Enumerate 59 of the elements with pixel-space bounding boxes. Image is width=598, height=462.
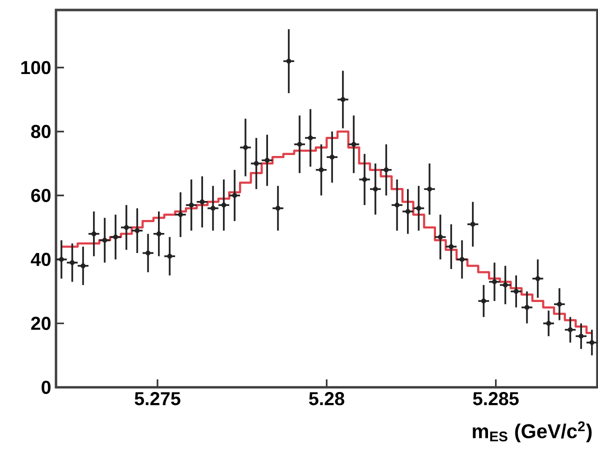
- point: [200, 199, 205, 204]
- point: [438, 234, 443, 240]
- point: [448, 244, 454, 250]
- y-tick-label: 0: [42, 380, 51, 394]
- x-axis-title: m$_{ES}$ (GeV/c$^{2}$): [472, 421, 592, 442]
- point: [91, 231, 96, 236]
- y-tick-label: 60: [31, 188, 51, 202]
- point: [427, 186, 432, 192]
- point: [514, 288, 519, 294]
- point: [243, 145, 248, 150]
- y-tick-label: 80: [31, 124, 51, 138]
- point: [502, 282, 508, 288]
- x-tick-label: 5.285: [473, 392, 519, 406]
- point: [254, 161, 259, 166]
- point: [318, 167, 324, 172]
- point: [70, 260, 75, 266]
- point: [210, 206, 216, 211]
- point: [546, 320, 552, 326]
- y-tick-label: 20: [31, 316, 51, 330]
- y-tick-label: 100: [21, 60, 51, 74]
- point: [384, 167, 389, 172]
- point: [275, 206, 280, 211]
- point: [362, 177, 368, 182]
- point: [146, 250, 150, 256]
- point: [492, 279, 497, 284]
- point: [167, 254, 172, 259]
- point: [330, 154, 335, 160]
- point: [297, 142, 302, 147]
- point: [470, 222, 476, 227]
- y-tick-label: 40: [30, 252, 51, 266]
- point: [124, 224, 129, 230]
- point: [394, 202, 400, 208]
- point: [188, 202, 194, 208]
- point: [221, 202, 226, 208]
- point: [308, 135, 313, 140]
- point: [405, 208, 410, 214]
- x-tick-label: 5.28: [309, 392, 344, 406]
- point: [416, 206, 422, 211]
- point: [80, 263, 86, 268]
- point: [113, 234, 118, 240]
- point: [58, 256, 64, 262]
- point: [556, 302, 562, 307]
- point: [156, 231, 162, 236]
- point: [578, 334, 584, 339]
- point: [524, 304, 530, 310]
- point: [481, 298, 486, 304]
- point: [264, 158, 270, 163]
- point: [372, 186, 378, 192]
- point: [351, 142, 356, 147]
- point: [340, 97, 346, 102]
- point: [460, 256, 464, 262]
- point: [286, 58, 292, 64]
- point: [102, 238, 108, 243]
- x-tick-label: 5.275: [134, 392, 180, 406]
- point: [568, 327, 573, 332]
- point: [232, 193, 238, 198]
- point: [178, 212, 183, 218]
- point: [134, 228, 140, 234]
- point: [535, 276, 540, 282]
